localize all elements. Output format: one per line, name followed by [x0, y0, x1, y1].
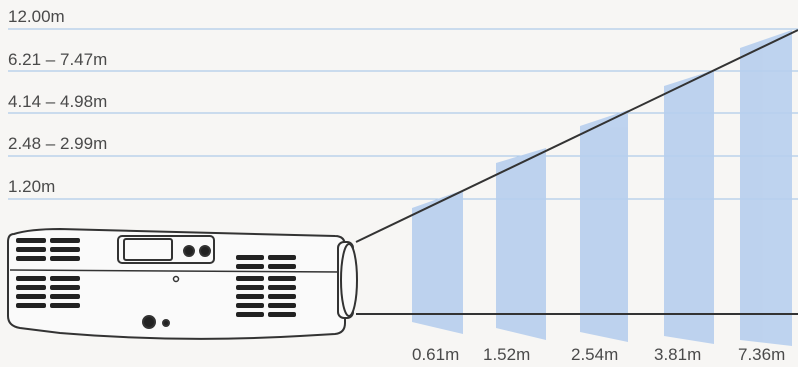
screen-1-52m [496, 148, 546, 340]
display-screen-icon [123, 238, 173, 261]
menu-button-icon [199, 245, 211, 257]
screen-0-61m [412, 190, 463, 334]
projection-beam [355, 29, 798, 315]
lens-icon [340, 243, 358, 317]
screen-size-label-1m: 1.20m [8, 177, 56, 196]
power-button-icon [183, 245, 195, 257]
sensor-icon [162, 319, 170, 327]
distance-label-7-36m: 7.36m [738, 345, 786, 364]
screen-2-54m [580, 110, 628, 342]
screen-7-36m [740, 30, 792, 346]
screens [412, 30, 792, 346]
distance-label-0-61m: 0.61m [412, 345, 460, 364]
screen-size-label-4m: 4.14 – 4.98m [8, 92, 108, 111]
beam-top-line [355, 29, 798, 243]
screen-size-label-6m: 6.21 – 7.47m [8, 50, 108, 69]
distance-label-3-81m: 3.81m [654, 345, 702, 364]
screen-size-label-12m: 12.00m [8, 7, 65, 26]
distance-label-1-52m: 1.52m [483, 345, 531, 364]
vent-grille-left-icon [16, 238, 80, 308]
screen-3-81m [664, 70, 714, 344]
vent-grille-right-icon [236, 255, 296, 317]
distance-label-2-54m: 2.54m [571, 345, 619, 364]
indicator-light-icon [172, 275, 180, 283]
projector-illustration [7, 227, 358, 340]
projector-edge-line [9, 269, 344, 273]
screen-size-label-2m: 2.48 – 2.99m [8, 134, 108, 153]
lens-focus-icon [142, 315, 156, 329]
